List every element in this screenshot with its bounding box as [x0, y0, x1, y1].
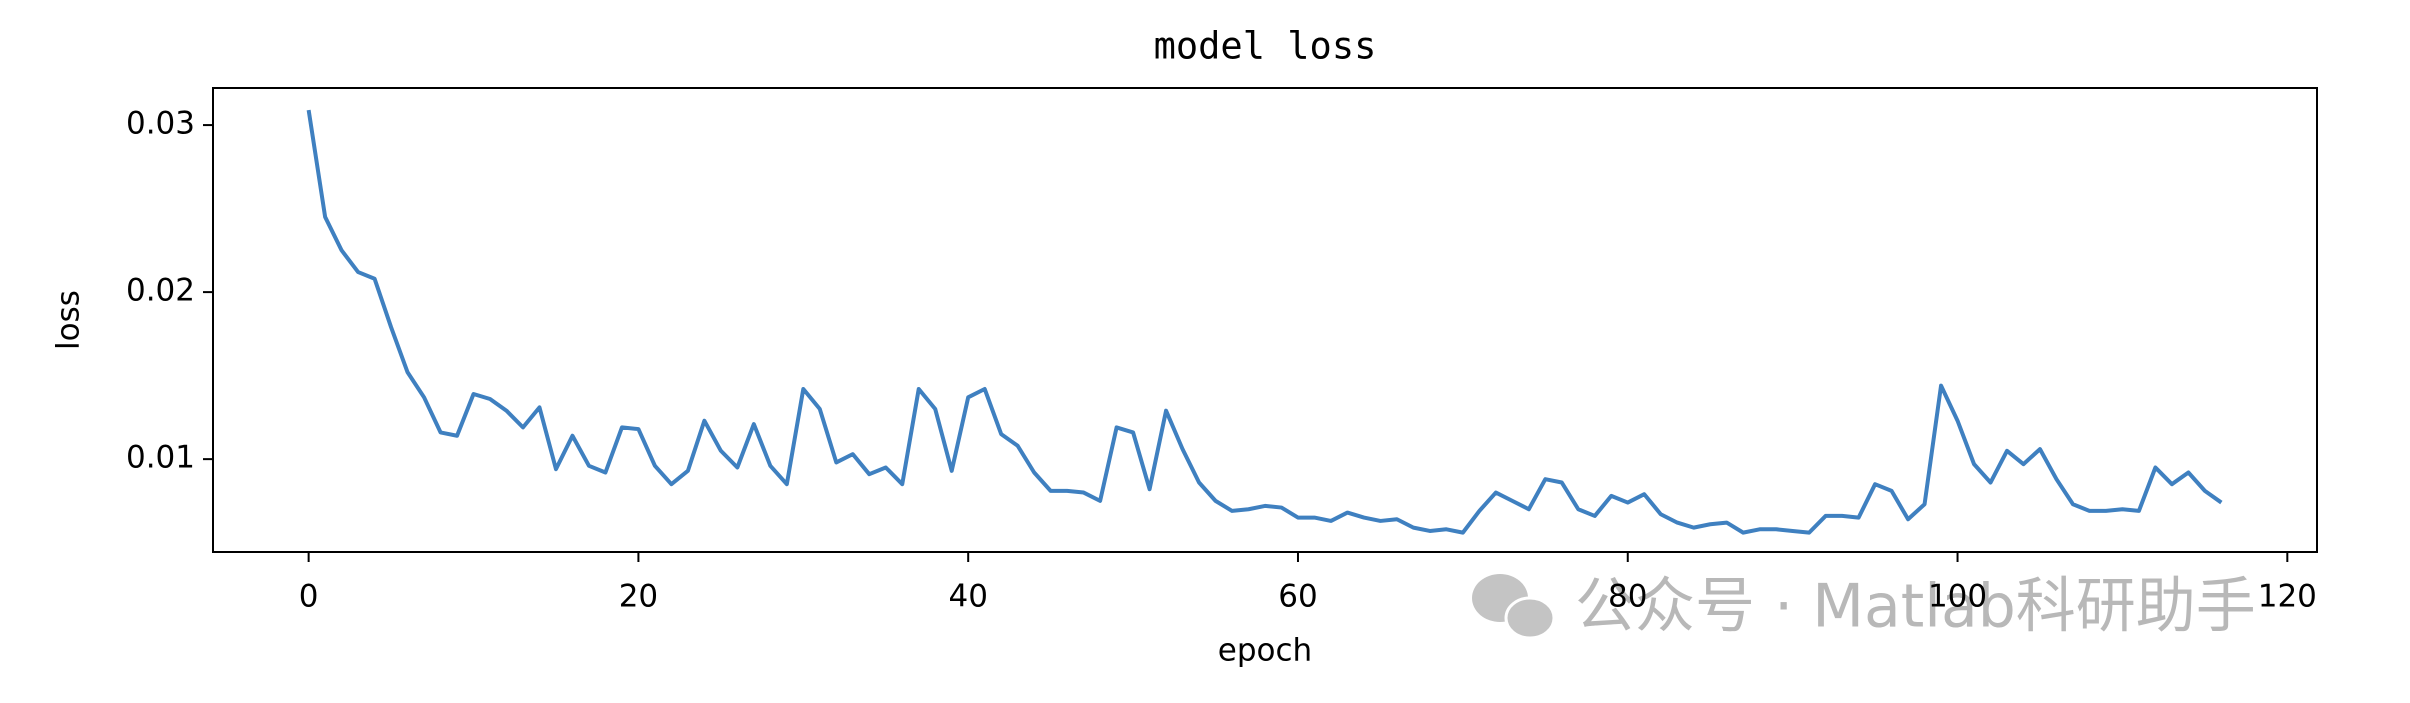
x-tick-label: 60	[1278, 579, 1317, 615]
x-axis-label: epoch	[1218, 633, 1312, 669]
chart-title: model loss	[1154, 25, 1377, 68]
x-tick-label: 20	[619, 579, 658, 615]
y-axis-label: loss	[51, 290, 87, 350]
loss-line	[306, 109, 2223, 535]
y-tick-label: 0.01	[126, 440, 195, 476]
x-tick-label: 80	[1608, 579, 1647, 615]
y-tick-label: 0.02	[126, 273, 195, 309]
y-tick-label: 0.03	[126, 106, 195, 142]
watermark-icon	[1472, 574, 1556, 640]
x-tick-label: 40	[948, 579, 987, 615]
x-tick-label: 120	[2258, 579, 2317, 615]
watermark: 公众号 · Matlab科研助手	[1575, 572, 2256, 642]
x-tick-label: 100	[1928, 579, 1987, 615]
x-tick-label: 0	[299, 579, 319, 615]
plot-frame	[212, 87, 2318, 553]
